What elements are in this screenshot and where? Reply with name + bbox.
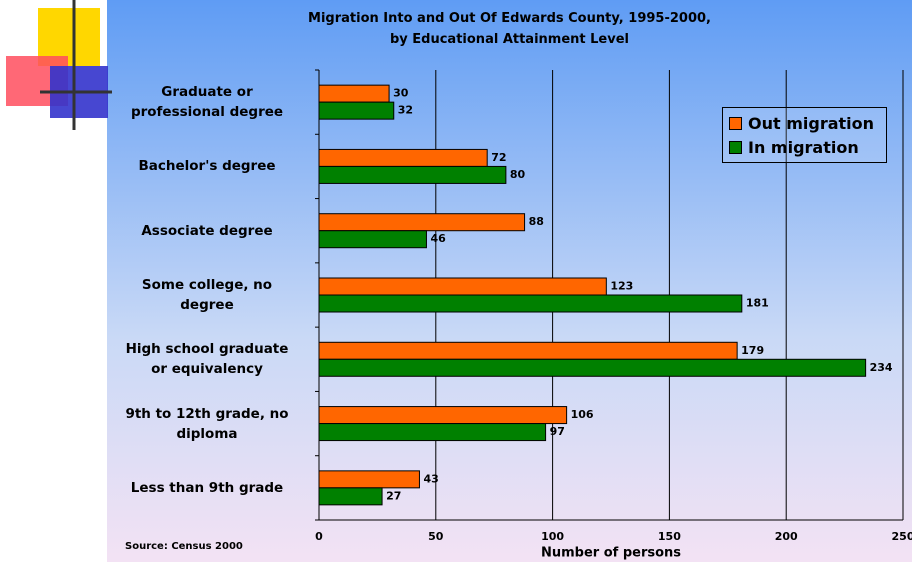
bar (318, 423, 547, 442)
bar (318, 84, 390, 103)
category-label: Associate degree (141, 222, 273, 239)
category-label: Graduate or professional degree (130, 84, 284, 121)
source-note: Source: Census 2000 (125, 541, 243, 552)
data-label: 80 (510, 168, 526, 181)
legend-swatch (729, 117, 742, 130)
bar (318, 165, 507, 184)
category-label: 9th to 12th grade, no diploma (125, 405, 289, 442)
data-label: 72 (491, 151, 506, 164)
data-label: 32 (398, 104, 413, 117)
bar (318, 294, 743, 313)
chart-title: Migration Into and Out Of Edwards County… (308, 11, 711, 47)
category-label: Less than 9th grade (130, 479, 284, 496)
x-tick-label: 50 (428, 530, 444, 543)
data-label: 27 (386, 489, 401, 502)
x-tick-label: 0 (315, 530, 323, 543)
category-label: High school graduate or equivalency (125, 341, 289, 378)
category-label: Bachelor's degree (138, 158, 276, 175)
legend-entry: In migration (729, 138, 859, 157)
data-label: 181 (746, 297, 769, 310)
x-tick-label: 200 (775, 530, 798, 543)
x-tick-label: 150 (658, 530, 681, 543)
legend-label: In migration (748, 138, 859, 157)
x-tick-label: 250 (892, 530, 912, 543)
bar (318, 101, 395, 120)
data-label: 46 (430, 232, 446, 245)
bar (318, 230, 427, 249)
data-label: 30 (393, 87, 409, 100)
bar (318, 406, 568, 425)
data-label: 234 (870, 361, 893, 374)
category-label: Some college, no degree (141, 277, 273, 313)
data-label: 179 (741, 344, 764, 357)
bar (318, 341, 738, 360)
bar (318, 213, 526, 232)
bar (318, 487, 383, 506)
data-label: 97 (550, 425, 565, 438)
x-axis-label: Number of persons (541, 546, 681, 561)
data-label: 123 (610, 280, 633, 293)
legend-swatch (729, 141, 742, 154)
bar (318, 148, 488, 167)
bar (318, 277, 607, 296)
bar (318, 470, 420, 489)
data-label: 88 (529, 215, 544, 228)
legend-entry: Out migration (729, 114, 874, 133)
x-tick-label: 100 (541, 530, 564, 543)
data-label: 43 (423, 472, 438, 485)
bar (318, 358, 867, 377)
legend-label: Out migration (748, 114, 875, 133)
data-label: 106 (571, 408, 594, 421)
legend: Out migration In migration (722, 107, 887, 163)
